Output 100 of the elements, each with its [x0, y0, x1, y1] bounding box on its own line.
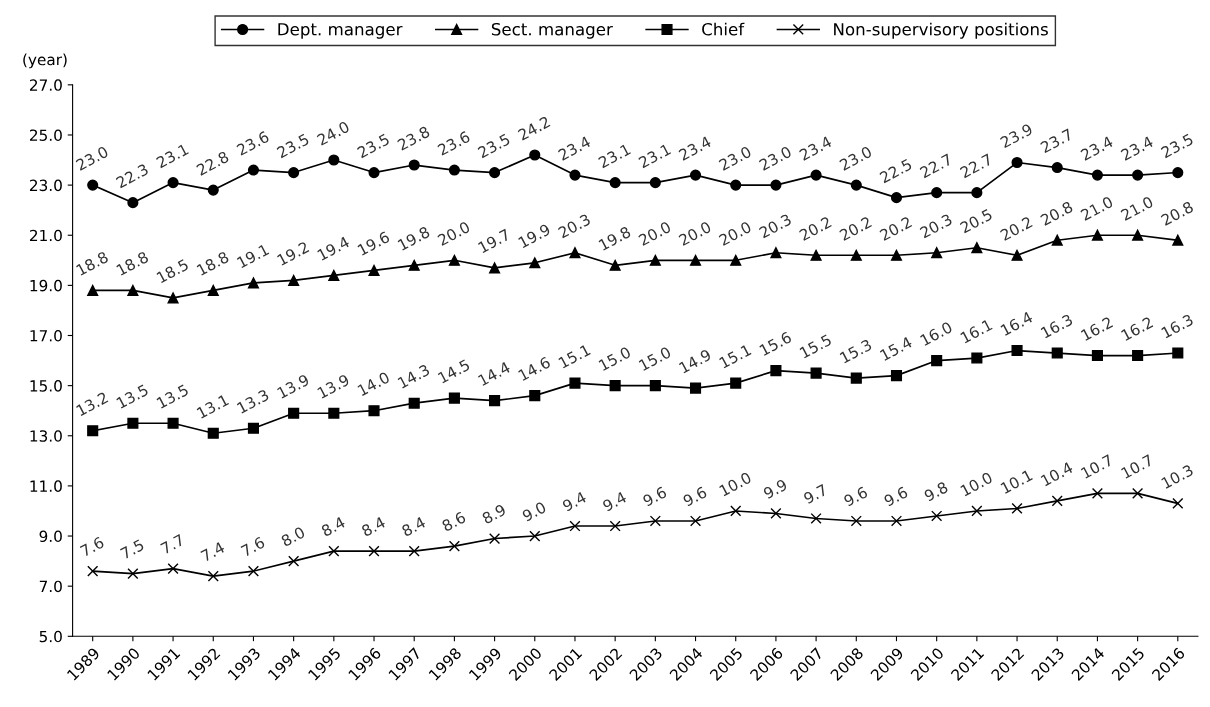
point: [1172, 234, 1184, 246]
point: [850, 249, 862, 261]
point: [649, 254, 661, 266]
data-label: 21.0: [1080, 195, 1114, 221]
y-tick-label: 23.0: [29, 179, 62, 192]
data-label: 9.6: [843, 486, 869, 507]
data-label: 7.6: [240, 536, 266, 557]
data-label: 23.1: [597, 143, 632, 169]
point: [810, 367, 822, 379]
point: [971, 242, 983, 254]
data-label: 20.5: [959, 208, 993, 234]
point: [609, 380, 621, 392]
data-label: 19.6: [357, 230, 391, 256]
point: [408, 259, 420, 271]
point: [931, 355, 943, 367]
data-label: 16.1: [959, 318, 993, 344]
data-label: 16.0: [919, 321, 953, 347]
point: [609, 259, 621, 271]
data-label: 14.4: [477, 361, 511, 386]
y-tick-label: 21.0: [29, 229, 62, 242]
data-label: 7.5: [120, 539, 145, 560]
point: [87, 284, 99, 296]
point: [408, 159, 420, 171]
data-label: 9.0: [521, 501, 547, 522]
point: [730, 377, 742, 389]
point: [971, 187, 983, 199]
data-label: 10.4: [1040, 461, 1074, 487]
point: [167, 563, 179, 575]
data-label: 20.0: [718, 220, 752, 247]
point: [328, 154, 340, 166]
point: [328, 407, 340, 419]
point: [1132, 169, 1144, 181]
point: [931, 247, 943, 259]
point: [649, 380, 661, 392]
data-label: 14.3: [397, 363, 431, 389]
data-label: 13.5: [156, 383, 189, 409]
data-label: 23.8: [396, 125, 431, 151]
data-label: 23.4: [557, 135, 592, 161]
data-label: 23.1: [637, 143, 672, 169]
data-label: 22.7: [959, 153, 993, 179]
legend-label: Sect. manager: [491, 22, 613, 39]
data-label: 16.4: [1000, 311, 1034, 337]
data-label: 9.4: [601, 491, 628, 512]
point: [810, 169, 822, 181]
data-label: 16.3: [1040, 313, 1074, 339]
point: [167, 417, 179, 429]
point: [1091, 350, 1103, 362]
point: [730, 179, 742, 191]
y-axis-title: (year): [23, 53, 67, 69]
point: [569, 520, 581, 532]
data-label: 15.1: [558, 344, 591, 369]
data-label: 23.5: [276, 133, 310, 159]
data-label: 22.3: [115, 163, 149, 189]
data-label: 23.4: [1080, 135, 1114, 161]
point: [1051, 162, 1063, 174]
data-label: 19.8: [397, 225, 431, 251]
data-label: 13.2: [75, 391, 109, 417]
data-label: 20.0: [678, 220, 712, 247]
data-label: 20.8: [1039, 200, 1074, 226]
point: [247, 422, 260, 434]
data-label: 9.9: [762, 478, 788, 500]
data-label: 23.5: [356, 133, 390, 159]
point: [649, 177, 661, 189]
point: [87, 179, 99, 191]
y-tick-label: 7.0: [39, 580, 62, 593]
data-label: 7.4: [200, 541, 226, 562]
point: [489, 262, 501, 274]
y-tick-label: 13.0: [30, 430, 62, 442]
point: [207, 427, 219, 439]
point: [207, 570, 219, 582]
y-tick-label: 15.0: [30, 380, 62, 392]
data-label: 20.0: [437, 220, 471, 247]
data-label: 8.4: [360, 516, 387, 537]
legend-label: Chief: [702, 22, 745, 36]
point: [368, 405, 380, 417]
data-label: 19.7: [477, 228, 511, 254]
data-label: 20.2: [879, 216, 913, 242]
point: [368, 264, 380, 276]
point: [569, 169, 581, 181]
data-label: 23.0: [718, 145, 752, 171]
point: [328, 269, 340, 281]
point: [931, 187, 943, 199]
data-label: 19.9: [517, 223, 551, 249]
point: [328, 545, 340, 557]
point: [288, 407, 300, 419]
y-tick-label: 5.0: [39, 630, 62, 643]
data-label: 22.5: [879, 158, 913, 184]
point: [408, 545, 420, 557]
data-label: 21.0: [1120, 195, 1154, 221]
point: [1051, 234, 1063, 246]
point: [569, 377, 581, 389]
point: [810, 249, 822, 261]
point: [971, 352, 983, 364]
data-label: 20.3: [557, 213, 591, 239]
point: [770, 179, 782, 191]
point: [448, 254, 460, 266]
point: [649, 515, 661, 527]
data-label: 18.5: [156, 258, 189, 284]
point: [1132, 487, 1144, 499]
data-label: 20.8: [1160, 200, 1194, 226]
